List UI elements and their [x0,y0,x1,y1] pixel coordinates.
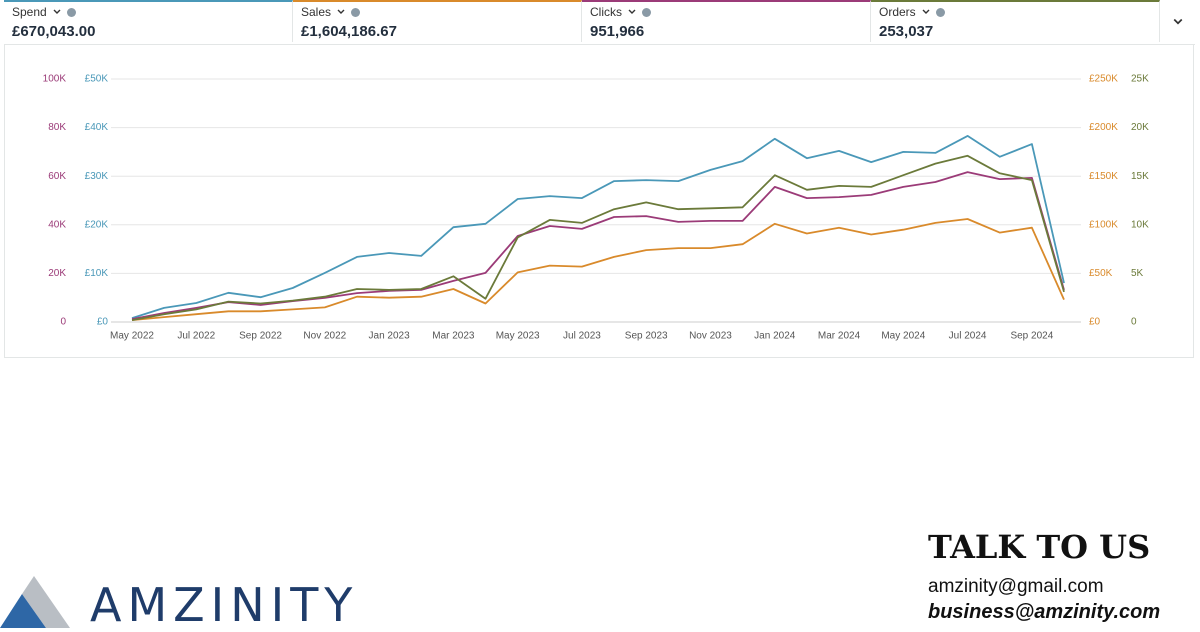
x-tick-label: Nov 2023 [689,331,732,342]
chevron [53,9,61,14]
series-line [131,171,1065,320]
metric-label: Clicks [590,5,622,19]
email[interactable]: business@amzinity.com [928,601,1161,623]
x-tick-label: May 2023 [496,331,540,342]
x-tick-label: Mar 2023 [432,331,475,342]
y-tick-label: £40K [85,122,109,133]
x-tick-label: Sep 2024 [1010,331,1053,342]
metric-card[interactable]: Clicks 951,966 [582,0,871,42]
metric-label: Spend [12,5,47,19]
chevron [922,9,930,14]
metric-card[interactable]: Orders 253,037 [871,0,1160,42]
y-tick-label: £0 [97,317,109,328]
metric-value: 253,037 [879,23,934,40]
info-icon[interactable] [351,7,361,17]
y-tick-label: £200K [1089,122,1118,133]
y-tick-label: 80K [48,122,66,133]
metric-value: 951,966 [590,23,645,40]
x-tick-label: Nov 2022 [303,331,346,342]
expand-button[interactable] [1160,0,1195,44]
y-tick-label: 15K [1131,171,1149,182]
y-tick-label: 20K [1131,122,1149,133]
chevron [628,9,636,14]
y-tick-label: £10K [85,268,109,279]
x-tick-label: Mar 2024 [818,331,861,342]
chevron [1173,18,1182,25]
brand-name: AMZINITY [90,578,359,632]
x-tick-label: Sep 2022 [239,331,282,342]
y-tick-label: £20K [85,219,109,230]
x-tick-label: May 2022 [110,331,154,342]
series-line [131,218,1065,321]
y-tick-label: £250K [1089,74,1118,85]
y-tick-label: £50K [1089,268,1113,279]
series-line [131,135,1065,319]
metric-cards: Spend £670,043.00 Sales £1,604,186.67 Clic… [4,0,1195,45]
info-icon[interactable] [935,7,945,17]
info-icon[interactable] [66,7,76,17]
chevron [337,9,345,14]
y-tick-label: £30K [85,171,109,182]
y-tick-label: 60K [48,171,66,182]
x-tick-label: May 2024 [881,331,925,342]
y-tick-label: 0 [60,317,66,328]
y-tick-label: 0 [1131,317,1137,328]
metric-label: Orders [879,5,916,19]
y-tick-label: £50K [85,74,109,85]
y-tick-label: £150K [1089,171,1118,182]
x-tick-label: Jan 2024 [754,331,796,342]
y-tick-label: 40K [48,219,66,230]
email[interactable]: amzinity@gmail.com [928,576,1104,597]
metric-card[interactable]: Spend £670,043.00 [4,0,293,42]
y-tick-label: £0 [1089,317,1101,328]
chart-panel: 0 20K 40K 60K 80K 100K £0 £10K £20K £30K £40K £50K £… [4,44,1194,358]
metric-value: £670,043.00 [12,23,96,40]
x-tick-label: Jul 2023 [563,331,601,342]
y-tick-label: 10K [1131,219,1149,230]
x-tick-label: Sep 2023 [625,331,668,342]
contact-heading: TALK TO US [928,528,1151,566]
x-tick-label: Jan 2023 [369,331,411,342]
metric-card[interactable]: Sales £1,604,186.67 [293,0,582,42]
y-tick-label: 100K [43,74,67,85]
metric-label: Sales [301,5,332,19]
y-tick-label: 25K [1131,74,1149,85]
y-tick-label: £100K [1089,219,1118,230]
x-tick-label: Jul 2022 [177,331,215,342]
metric-value: £1,604,186.67 [301,23,397,40]
y-tick-label: 5K [1131,268,1144,279]
info-icon[interactable] [642,7,651,17]
series-line [131,154,1065,321]
x-tick-label: Jul 2024 [949,331,987,342]
logo-mark [0,576,70,628]
chart: 0 20K 40K 60K 80K 100K £0 £10K £20K £30K £40K £50K £… [43,74,1149,342]
y-tick-label: 20K [48,268,66,279]
